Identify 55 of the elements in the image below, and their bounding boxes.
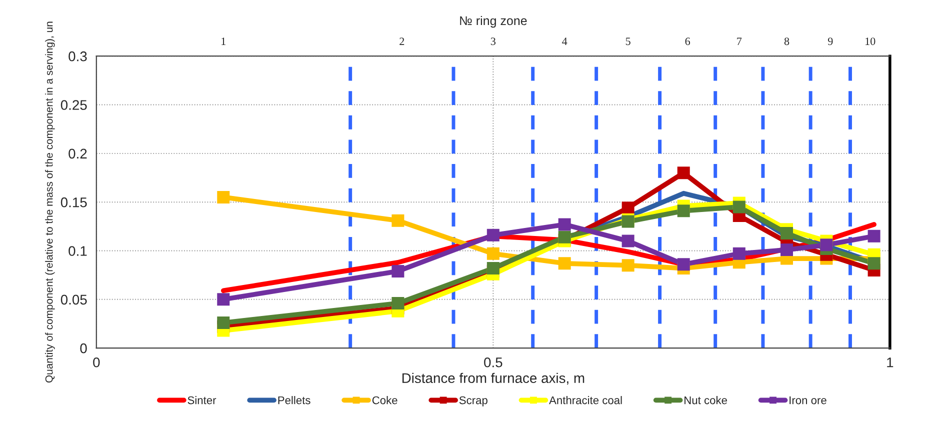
point bbox=[677, 166, 690, 180]
point bbox=[217, 316, 230, 330]
point bbox=[486, 262, 500, 275]
y-tick-label: 0.25 bbox=[60, 100, 87, 110]
point bbox=[486, 247, 500, 260]
point bbox=[732, 200, 746, 214]
point bbox=[622, 259, 634, 272]
point bbox=[780, 226, 794, 240]
point bbox=[217, 190, 230, 204]
y-tick-label: 0.1 bbox=[68, 246, 87, 256]
point bbox=[392, 214, 404, 227]
text: 8 bbox=[784, 38, 790, 46]
x-tick-label: 1 bbox=[887, 358, 894, 368]
point bbox=[486, 228, 500, 242]
point bbox=[558, 230, 571, 244]
x-tick-label: 0.5 bbox=[484, 357, 502, 368]
point bbox=[677, 204, 690, 218]
text: 3 bbox=[490, 38, 496, 46]
point bbox=[558, 218, 571, 231]
x-tick-label: 0 bbox=[93, 357, 100, 368]
point bbox=[732, 247, 746, 260]
x-axis-title: Distance from furnace axis, m bbox=[402, 372, 584, 385]
y-tick-label: 0 bbox=[80, 343, 87, 354]
legend-label: Coke bbox=[372, 396, 398, 404]
text: 10 bbox=[866, 38, 876, 46]
y-tick-label: 0.3 bbox=[68, 51, 87, 62]
point bbox=[622, 234, 634, 248]
point bbox=[677, 258, 690, 271]
text: 4 bbox=[562, 38, 568, 45]
point bbox=[558, 257, 571, 270]
legend-label: Scrap bbox=[459, 396, 488, 406]
y-tick-label: 0.15 bbox=[60, 197, 87, 208]
legend-label: Anthracite coal bbox=[549, 396, 622, 404]
point bbox=[217, 293, 230, 306]
point bbox=[868, 257, 880, 270]
point bbox=[780, 244, 794, 256]
x2-axis-title: № ring zone bbox=[460, 16, 527, 28]
point bbox=[868, 230, 880, 242]
y-tick-label: 0.2 bbox=[68, 148, 87, 159]
legend-label: Nut coke bbox=[684, 396, 727, 404]
text: 1 bbox=[222, 38, 226, 45]
text: 2 bbox=[400, 38, 404, 45]
legend-label: Iron ore bbox=[790, 396, 826, 404]
text: 5 bbox=[626, 38, 630, 46]
y-axis-title: Quantity of component (relative to the mass of the component in a serving), un bbox=[45, 22, 55, 383]
legend-label: Pellets bbox=[278, 396, 310, 404]
point bbox=[392, 297, 404, 310]
legend-label: Sinter bbox=[188, 396, 216, 404]
y-tick-label: 0.05 bbox=[60, 294, 87, 305]
text: 9 bbox=[828, 38, 833, 46]
point bbox=[820, 238, 833, 252]
point bbox=[392, 264, 404, 278]
point bbox=[622, 202, 634, 214]
text: 6 bbox=[685, 38, 690, 46]
text: 7 bbox=[737, 38, 742, 45]
